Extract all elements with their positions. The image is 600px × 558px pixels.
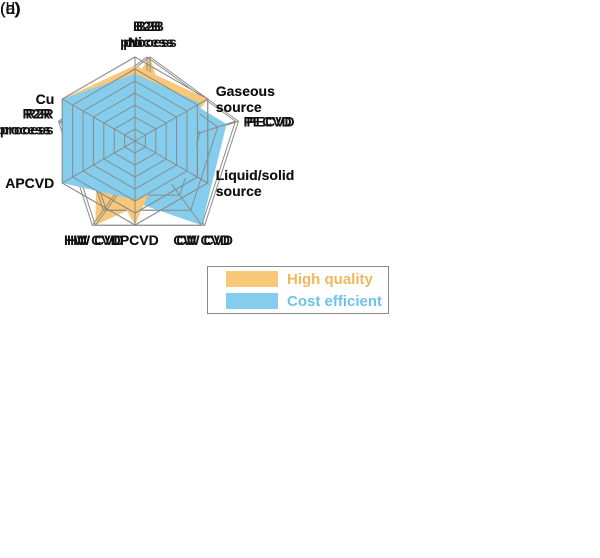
axis-label: Ni (128, 34, 142, 50)
axis-label: Cu (36, 91, 55, 107)
legend-item-high-quality: High quality (208, 271, 388, 288)
axis-label: APCVD (5, 175, 54, 191)
axis-label: B2B process (120, 18, 174, 50)
axis-label: LPCVD (111, 232, 158, 248)
panel-label-c: (c) (0, 0, 20, 18)
radar-spoke (134, 140, 208, 184)
panel-label-d: (d) (0, 0, 21, 18)
axis-label: B2B process (123, 18, 177, 50)
axis-label: HW CVD (64, 232, 121, 248)
panel-label-b: (b) (0, 0, 21, 18)
axis-label: R2R process (0, 105, 51, 137)
radar-spoke (62, 98, 136, 142)
legend: High quality Cost efficient (207, 266, 389, 314)
legend-label-high-quality: High quality (287, 270, 373, 288)
radar-spoke (134, 98, 208, 142)
axis-label: Gaseous source (216, 83, 275, 115)
axis-label: PECVD (243, 113, 291, 129)
radar-series-polygon (62, 73, 201, 200)
radar-chart-d: Ni Gaseous source Liquid/solid source LPCVD AP… (5, 34, 295, 248)
legend-item-cost-efficient: Cost efficient (208, 293, 388, 310)
panel-label-a: (a) (0, 0, 21, 18)
axis-label: APCVD (5, 175, 54, 191)
axis-label: LPCVD (111, 232, 158, 248)
axis-label: CW CVD (176, 232, 233, 248)
axis-label: Liquid/solid source (216, 167, 295, 199)
axis-label: R2R process (0, 105, 54, 137)
axis-label: CW CVD (173, 232, 230, 248)
radar-spoke (62, 140, 136, 184)
axis-label: Liquid/solid source (216, 167, 295, 199)
axis-label: PECVD (246, 113, 294, 129)
legend-swatch-high-quality (226, 271, 278, 287)
legend-label-cost-efficient: Cost efficient (287, 292, 383, 310)
axis-label: HW CVD (67, 232, 124, 248)
legend-swatch-cost-efficient (226, 293, 278, 309)
axis-label: Cu (36, 91, 55, 107)
axis-label: Ni (128, 34, 142, 50)
axis-label: Gaseous source (216, 83, 275, 115)
